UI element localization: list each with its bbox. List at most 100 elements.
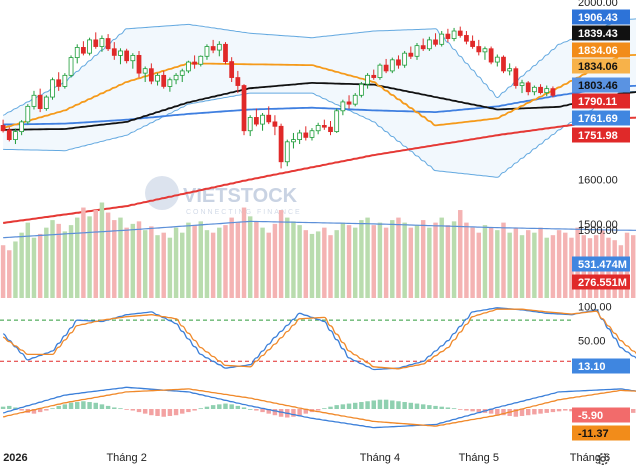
macd-histogram-bar[interactable]: [359, 402, 364, 409]
volume-bar[interactable]: [25, 222, 31, 298]
candle[interactable]: [111, 42, 117, 60]
volume-bar[interactable]: [433, 222, 438, 298]
volume-bar[interactable]: [254, 221, 259, 298]
volume-bar[interactable]: [359, 220, 364, 298]
macd-histogram-bar[interactable]: [161, 409, 166, 417]
candle[interactable]: [501, 55, 506, 74]
candle[interactable]: [297, 129, 302, 145]
volume-bar[interactable]: [420, 220, 426, 298]
volume-bar[interactable]: [569, 237, 574, 298]
volume-bar[interactable]: [247, 216, 253, 298]
volume-bar[interactable]: [68, 225, 74, 298]
candle[interactable]: [56, 72, 62, 91]
macd-histogram-bar[interactable]: [223, 403, 228, 409]
volume-bar[interactable]: [550, 235, 556, 298]
volume-bar[interactable]: [0, 245, 6, 298]
macd-histogram-bar[interactable]: [390, 400, 395, 409]
volume-bar[interactable]: [458, 210, 463, 298]
volume-bar[interactable]: [235, 222, 241, 298]
macd-histogram-bar[interactable]: [260, 409, 265, 413]
candle[interactable]: [291, 132, 296, 149]
volume-bar[interactable]: [556, 230, 562, 298]
volume-bar[interactable]: [173, 227, 179, 298]
candle[interactable]: [365, 73, 370, 89]
volume-bar[interactable]: [451, 221, 457, 298]
candle[interactable]: [142, 66, 148, 82]
volume-bar[interactable]: [149, 226, 154, 298]
candle[interactable]: [99, 35, 105, 52]
macd-histogram-bar[interactable]: [254, 409, 259, 411]
macd-histogram-bar[interactable]: [544, 409, 549, 413]
volume-bar[interactable]: [439, 217, 444, 298]
macd-histogram-bar[interactable]: [167, 409, 173, 416]
candle[interactable]: [93, 32, 99, 49]
volume-bar[interactable]: [7, 250, 12, 298]
macd-histogram-bar[interactable]: [525, 409, 531, 416]
candle[interactable]: [420, 38, 426, 51]
candle[interactable]: [43, 95, 49, 111]
candle[interactable]: [396, 55, 401, 69]
candle[interactable]: [525, 81, 531, 96]
macd-histogram-bar[interactable]: [569, 409, 574, 412]
macd-histogram-bar[interactable]: [365, 401, 370, 409]
macd-histogram-bar[interactable]: [37, 409, 43, 413]
macd-histogram-bar[interactable]: [93, 402, 98, 409]
volume-bar[interactable]: [297, 225, 302, 298]
candle[interactable]: [254, 108, 259, 127]
candle[interactable]: [383, 58, 389, 74]
volume-bar[interactable]: [272, 223, 278, 298]
candle[interactable]: [284, 139, 290, 167]
volume-bar[interactable]: [167, 237, 173, 298]
volume-bar[interactable]: [198, 221, 204, 298]
macd-histogram-bar[interactable]: [408, 402, 414, 409]
volume-bar[interactable]: [31, 237, 37, 298]
volume-bar[interactable]: [396, 217, 401, 298]
volume-bar[interactable]: [266, 232, 271, 298]
macd-histogram-bar[interactable]: [328, 406, 333, 409]
candle[interactable]: [136, 50, 142, 78]
macd-histogram-bar[interactable]: [105, 405, 111, 409]
macd-histogram-bar[interactable]: [383, 399, 389, 409]
candle[interactable]: [186, 60, 191, 74]
macd-histogram-bar[interactable]: [74, 402, 80, 409]
candle[interactable]: [81, 41, 86, 56]
volume-bar[interactable]: [105, 212, 111, 298]
candle[interactable]: [37, 88, 43, 113]
candle[interactable]: [216, 41, 222, 57]
macd-histogram-bar[interactable]: [118, 408, 123, 410]
volume-bar[interactable]: [322, 227, 327, 298]
candle[interactable]: [278, 123, 284, 169]
candle[interactable]: [494, 54, 500, 67]
candle[interactable]: [124, 48, 130, 64]
volume-bar[interactable]: [142, 230, 148, 298]
candle[interactable]: [457, 26, 463, 38]
volume-bar[interactable]: [427, 227, 432, 298]
volume-bar[interactable]: [81, 207, 86, 298]
macd-histogram-bar[interactable]: [198, 408, 204, 410]
candle[interactable]: [241, 84, 247, 136]
candle[interactable]: [68, 55, 74, 78]
candle[interactable]: [334, 108, 340, 133]
candle[interactable]: [204, 44, 210, 60]
volume-bar[interactable]: [124, 227, 129, 298]
volume-bar[interactable]: [414, 225, 420, 298]
volume-bar[interactable]: [37, 233, 43, 298]
volume-bar[interactable]: [445, 225, 451, 298]
macd-histogram-bar[interactable]: [439, 406, 444, 409]
volume-bar[interactable]: [383, 227, 389, 298]
volume-bar[interactable]: [334, 230, 339, 298]
macd-histogram-bar[interactable]: [229, 404, 234, 409]
candle[interactable]: [389, 57, 395, 74]
volume-bar[interactable]: [93, 210, 98, 298]
macd-histogram-bar[interactable]: [470, 409, 475, 412]
candle[interactable]: [0, 119, 6, 133]
volume-bar[interactable]: [346, 225, 352, 298]
macd-histogram-bar[interactable]: [173, 409, 179, 416]
macd-histogram-bar[interactable]: [44, 409, 49, 411]
macd-histogram-bar[interactable]: [247, 409, 253, 410]
candle[interactable]: [272, 115, 278, 136]
macd-histogram-bar[interactable]: [464, 409, 469, 411]
macd-histogram-bar[interactable]: [538, 409, 543, 414]
macd-histogram-bar[interactable]: [445, 407, 451, 409]
